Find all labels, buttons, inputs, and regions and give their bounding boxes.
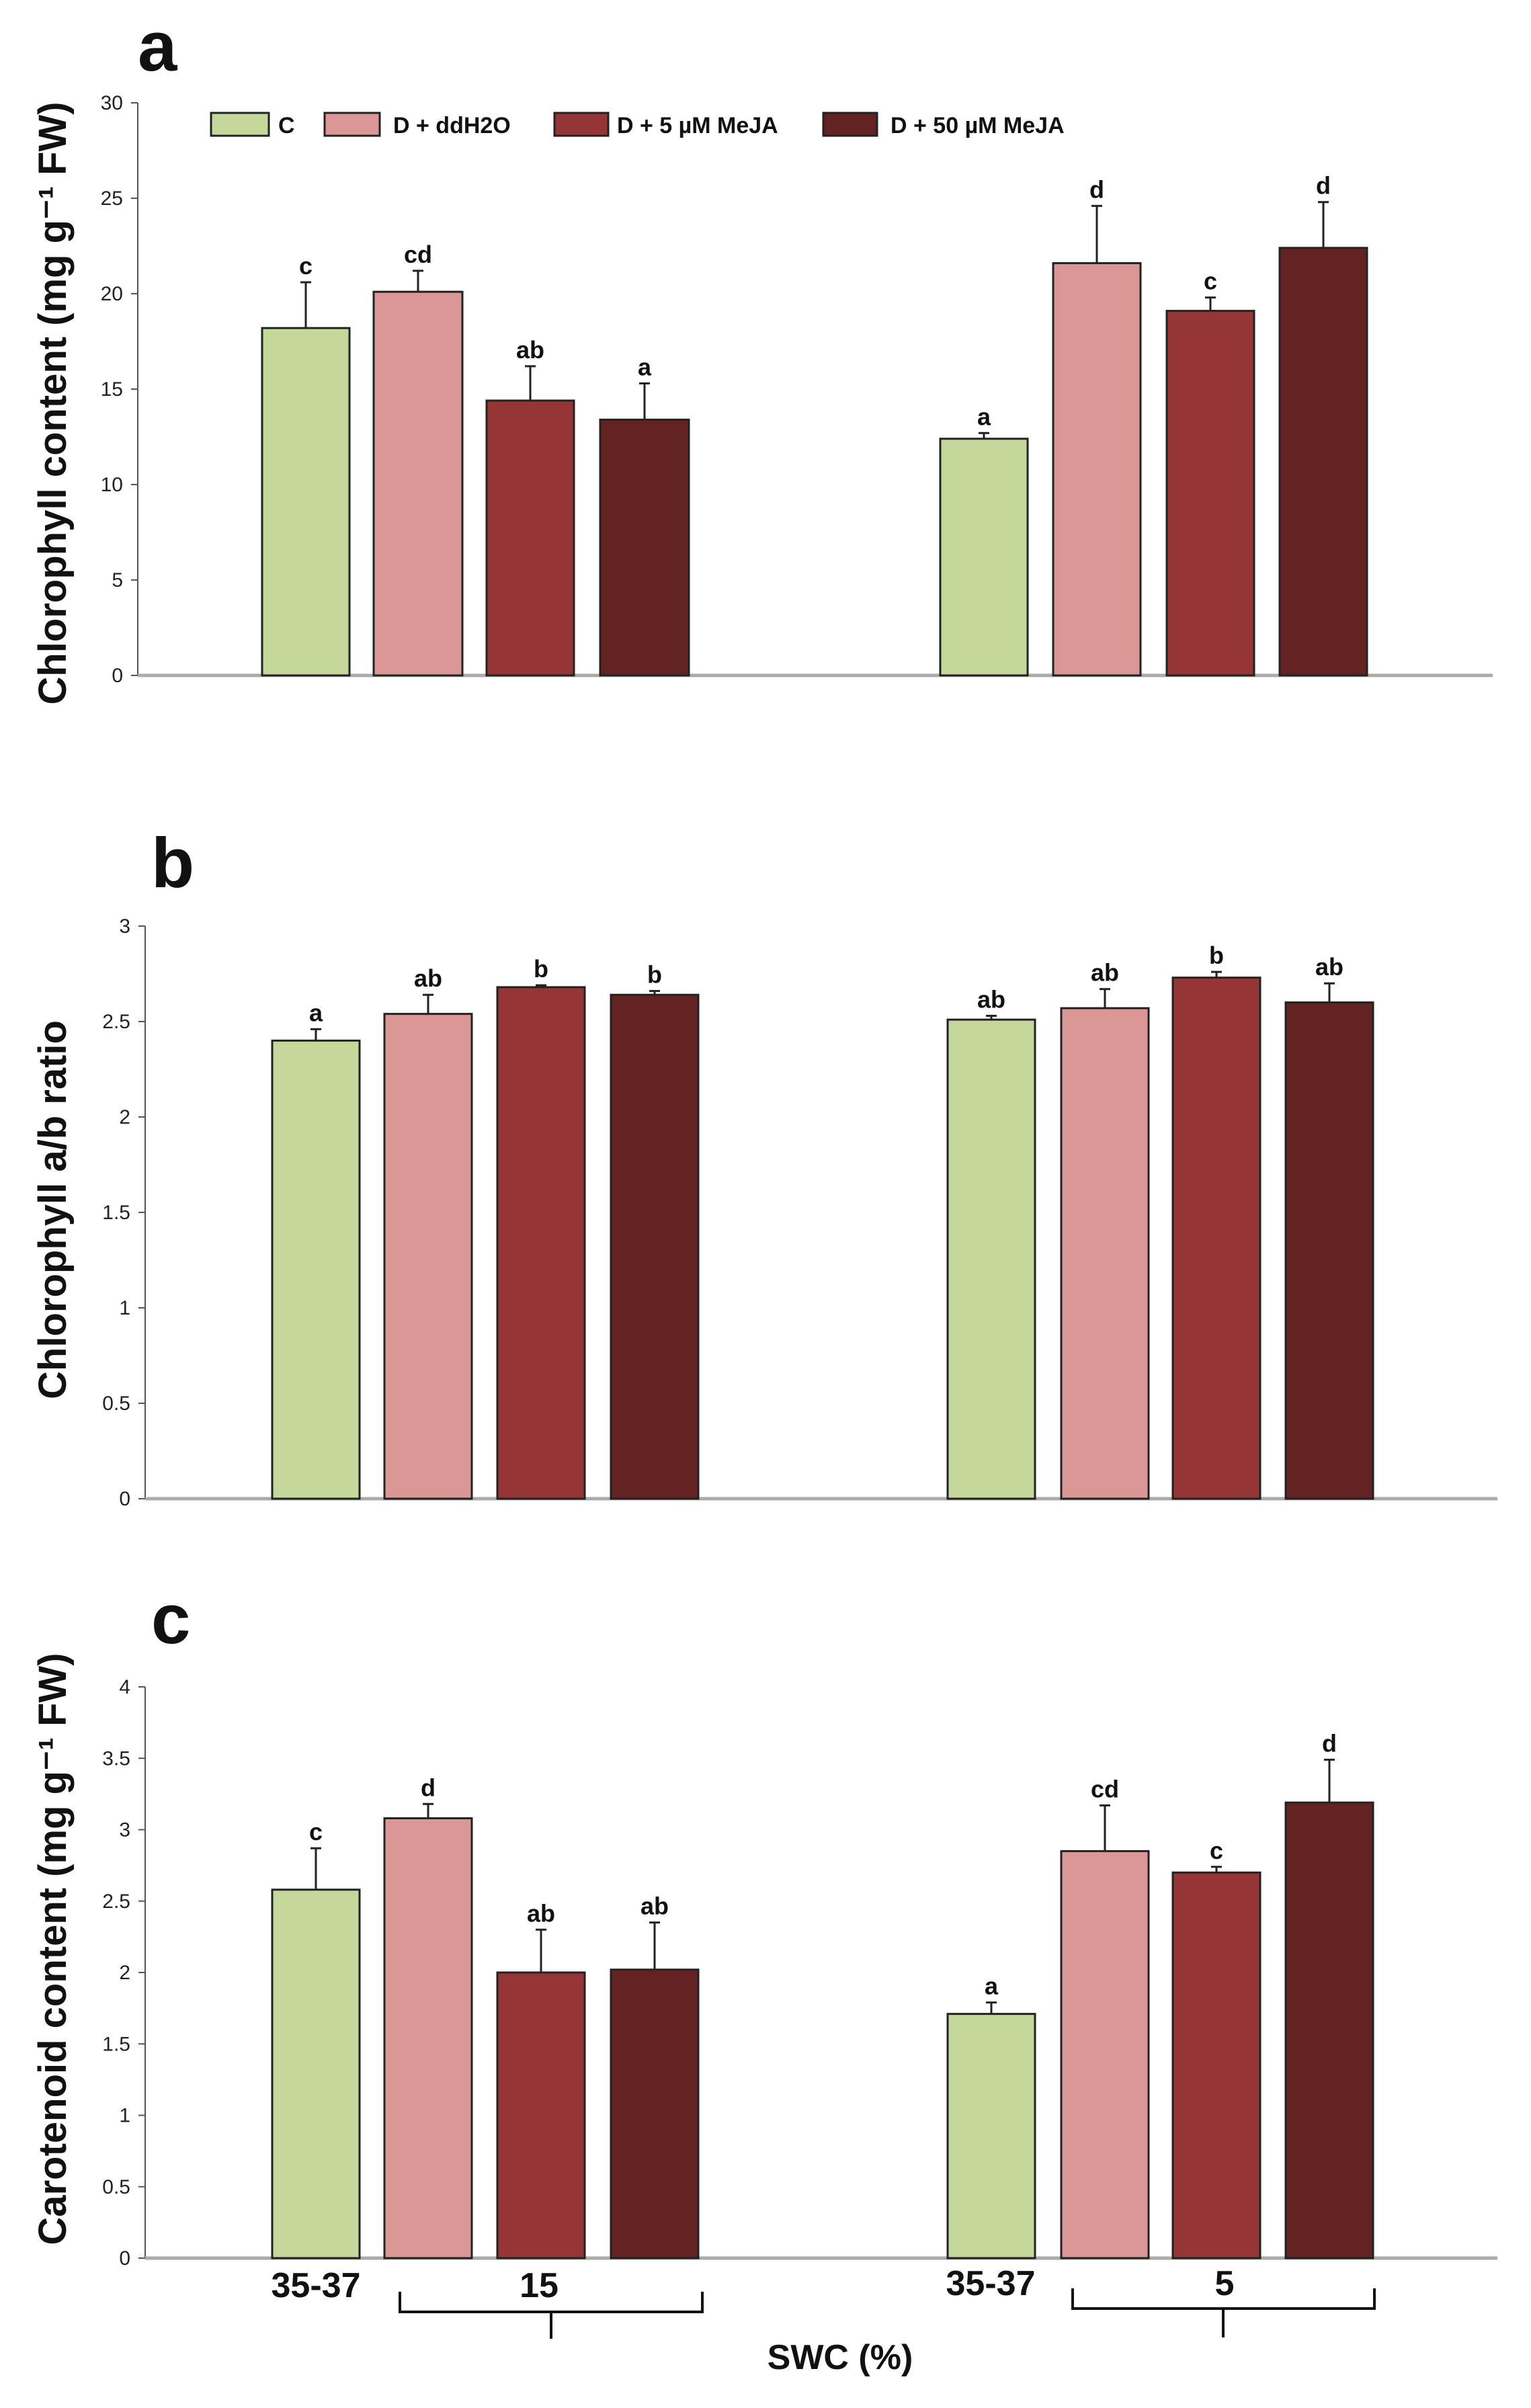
bar-b	[1060, 1007, 1150, 1500]
bar-c	[1171, 1871, 1261, 2259]
bar-c	[383, 1817, 473, 2259]
bar-c	[610, 1968, 700, 2259]
legend-swatch-50um	[822, 112, 878, 137]
legend-label-50um: D + 50 µM MeJA	[891, 113, 1065, 138]
bar-a	[939, 438, 1029, 677]
bar-c	[1060, 1850, 1150, 2259]
y-tick-label: 3	[119, 915, 130, 938]
legend-label-c: C	[278, 113, 295, 138]
y-tick-label: 1	[119, 2105, 130, 2127]
x-category-5: 5	[1215, 2264, 1235, 2303]
y-axis-label-b: Chlorophyll a/b ratio	[31, 1020, 75, 1399]
significance-letter: a	[309, 999, 323, 1026]
significance-letter: ab	[414, 964, 442, 992]
x-axis-label: SWC (%)	[768, 2338, 913, 2377]
legend: C D + ddH2O D + 5 µM MeJA D + 50 µM MeJA	[210, 112, 1065, 138]
bar-b	[1171, 977, 1261, 1500]
significance-letter: ab	[1091, 959, 1119, 987]
legend-swatch-5um	[553, 112, 610, 137]
brace-5	[1071, 2288, 1376, 2337]
significance-letter: c	[299, 252, 313, 280]
significance-letter: d	[421, 1774, 436, 1801]
significance-letter: c	[1204, 267, 1217, 295]
x-category-control-2: 35-37	[946, 2264, 1036, 2303]
bar-b	[1284, 1001, 1374, 1500]
significance-letter: ab	[516, 336, 544, 364]
y-tick-label: 10	[101, 474, 123, 496]
legend-label-5um: D + 5 µM MeJA	[617, 113, 778, 138]
bar-c	[271, 1888, 361, 2259]
brace-15	[399, 2292, 704, 2339]
legend-swatch-c	[210, 112, 270, 137]
bar-a	[372, 290, 464, 677]
y-axis-label-a: Chlorophyll content (mg g⁻¹ FW)	[31, 101, 75, 704]
y-tick-label: 3.5	[102, 1747, 130, 1770]
y-tick-label: 20	[101, 283, 123, 305]
y-tick-label: 4	[119, 1676, 130, 1698]
significance-letter: ab	[527, 1899, 555, 1927]
y-tick-label: 25	[101, 188, 123, 210]
y-tick-label: 0.5	[102, 2176, 130, 2198]
y-tick-label: 15	[101, 378, 123, 401]
legend-swatch-ddh2o	[323, 112, 381, 137]
significance-letter: b	[534, 955, 548, 983]
legend-label-ddh2o: D + ddH2O	[393, 113, 511, 138]
y-tick-label: 2.5	[102, 1011, 130, 1033]
bar-c	[496, 1971, 586, 2259]
significance-letter: ab	[1315, 953, 1343, 981]
bar-a	[1052, 262, 1142, 677]
y-tick-label: 1.5	[102, 1202, 130, 1224]
panel-label-a: a	[138, 7, 178, 86]
y-tick-label: 3	[119, 1819, 130, 1841]
bar-b	[946, 1018, 1036, 1500]
significance-letter: cd	[404, 241, 432, 268]
significance-letter: cd	[1091, 1775, 1119, 1802]
y-tick-label: 0	[112, 665, 123, 687]
significance-letter: a	[638, 353, 652, 380]
bar-b	[496, 986, 586, 1500]
x-category-15: 15	[520, 2266, 558, 2305]
bar-a	[485, 399, 575, 677]
y-tick-label: 2.5	[102, 1891, 130, 1913]
significance-letter: a	[977, 403, 991, 430]
bar-b	[383, 1013, 473, 1500]
x-category-control-1: 35-37	[272, 2266, 361, 2305]
bar-a	[1165, 310, 1255, 677]
y-tick-label: 2	[119, 1962, 130, 1984]
bar-a	[599, 418, 690, 677]
panel-label-b: b	[151, 824, 194, 903]
y-tick-label: 1.5	[102, 2033, 130, 2055]
y-tick-label: 0.5	[102, 1393, 130, 1415]
significance-letter: d	[1089, 175, 1104, 203]
y-tick-label: 0	[119, 2247, 130, 2270]
significance-letter: d	[1316, 172, 1331, 200]
significance-letter: ab	[977, 985, 1005, 1013]
significance-letter: b	[647, 961, 662, 989]
y-tick-label: 0	[119, 1488, 130, 1510]
significance-letter: c	[1210, 1837, 1223, 1864]
bar-b	[610, 993, 700, 1500]
bar-a	[1278, 247, 1368, 677]
bar-c	[1284, 1801, 1374, 2259]
panel-label-c: c	[151, 1580, 190, 1659]
bar-a	[261, 327, 351, 677]
y-axis-label-c: Carotenoid content (mg g⁻¹ FW)	[31, 1653, 75, 2245]
significance-letter: d	[1322, 1729, 1337, 1757]
y-tick-label: 1	[119, 1297, 130, 1319]
significance-letter: a	[985, 1973, 999, 2000]
y-tick-label: 5	[112, 569, 123, 591]
significance-letter: b	[1209, 942, 1224, 969]
y-tick-label: 2	[119, 1106, 130, 1128]
significance-letter: ab	[640, 1893, 669, 1920]
bar-b	[271, 1039, 361, 1500]
y-tick-label: 30	[101, 92, 123, 114]
significance-letter: c	[309, 1818, 323, 1845]
bar-c	[946, 2013, 1036, 2259]
